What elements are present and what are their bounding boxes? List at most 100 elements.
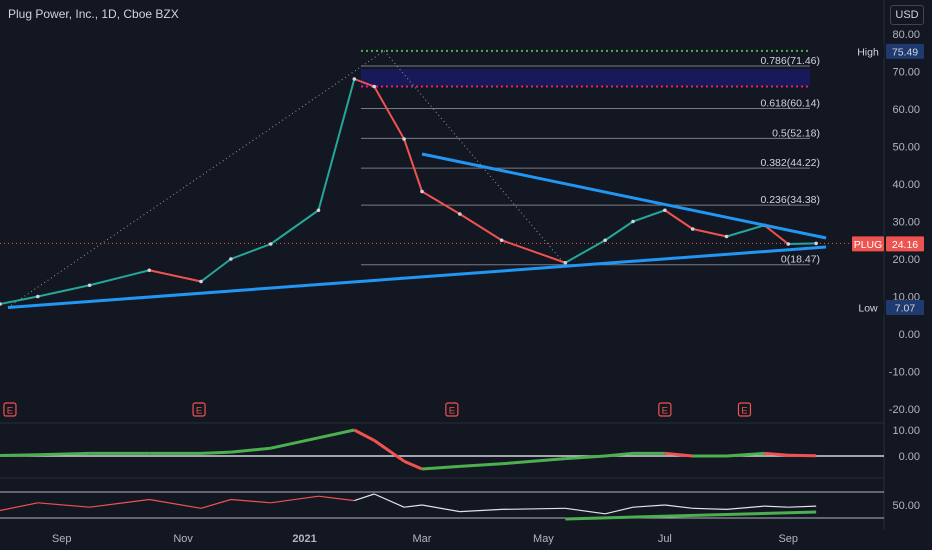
earnings-label: E bbox=[7, 406, 13, 417]
rsi-segment bbox=[354, 493, 375, 502]
low-badge-value: 7.07 bbox=[895, 303, 916, 315]
rsi-divergence-line[interactable] bbox=[565, 510, 817, 521]
price-segment bbox=[89, 269, 150, 287]
macd-segment bbox=[604, 451, 634, 458]
price-axis-tick: 60.00 bbox=[892, 104, 920, 116]
macd-segment bbox=[788, 453, 817, 458]
price-segment bbox=[403, 138, 423, 192]
fib-label: 0.786(71.46) bbox=[760, 55, 820, 67]
high-badge-value: 75.49 bbox=[892, 46, 918, 58]
price-point bbox=[402, 137, 406, 141]
low-badge-label: Low bbox=[858, 303, 878, 315]
price-segment bbox=[0, 295, 39, 305]
rsi-segment bbox=[37, 502, 90, 508]
macd-segment bbox=[373, 439, 405, 463]
price-point bbox=[372, 84, 377, 89]
rsi-segment bbox=[501, 507, 566, 510]
price-point bbox=[724, 234, 729, 239]
rsi-segment bbox=[270, 495, 319, 504]
trendline[interactable] bbox=[421, 152, 827, 240]
earnings-marker[interactable] bbox=[3, 402, 17, 417]
high-badge-label-bg bbox=[852, 43, 884, 59]
high-badge-value-bg bbox=[886, 43, 924, 59]
price-axis-tick: 0.00 bbox=[899, 329, 920, 341]
price-axis-tick: 40.00 bbox=[892, 179, 920, 191]
rsi-segment bbox=[89, 498, 150, 508]
time-axis-label: May bbox=[533, 533, 554, 545]
macd-segment bbox=[230, 446, 271, 454]
rsi-segment bbox=[632, 504, 665, 508]
fib-zone bbox=[361, 68, 810, 87]
rsi-segment bbox=[404, 504, 423, 508]
earnings-marker[interactable] bbox=[192, 402, 206, 417]
price-segment bbox=[501, 239, 566, 264]
price-segment bbox=[353, 78, 375, 88]
macd-segment bbox=[421, 464, 460, 471]
macd-segment bbox=[664, 451, 693, 458]
earnings-marker[interactable] bbox=[445, 402, 459, 417]
ticker-badge-label: PLUG bbox=[854, 239, 883, 251]
trendline[interactable] bbox=[7, 245, 827, 309]
chart-title: Plug Power, Inc., 1D, Cboe BZX bbox=[8, 7, 179, 21]
macd-segment bbox=[726, 451, 765, 458]
fib-label: 0.618(60.14) bbox=[760, 97, 820, 109]
earnings-label: E bbox=[449, 406, 455, 417]
price-point bbox=[786, 242, 791, 246]
earnings-marker[interactable] bbox=[737, 402, 752, 417]
price-point bbox=[268, 242, 273, 246]
price-segment bbox=[692, 228, 727, 238]
earnings-label: E bbox=[741, 406, 747, 417]
rsi-segment bbox=[726, 505, 765, 510]
price-axis-tick: -10.00 bbox=[889, 367, 920, 379]
rsi-segment bbox=[565, 507, 606, 515]
price-point bbox=[316, 208, 321, 213]
price-axis-tick: 70.00 bbox=[892, 67, 920, 79]
time-axis-label: Sep bbox=[52, 533, 72, 545]
currency-button[interactable]: USD bbox=[890, 5, 924, 25]
time-axis-label: Mar bbox=[413, 533, 432, 545]
price-axis-tick: 80.00 bbox=[892, 29, 920, 41]
earnings-label: E bbox=[662, 406, 668, 417]
fib-label: 0.382(44.22) bbox=[760, 157, 820, 169]
macd-segment bbox=[501, 457, 566, 466]
macd-segment bbox=[37, 451, 90, 457]
price-point bbox=[36, 294, 40, 299]
macd-axis-tick: 10.00 bbox=[892, 425, 920, 437]
fib-label: 0.5(52.18) bbox=[772, 127, 820, 139]
price-segment bbox=[459, 213, 503, 242]
macd-segment bbox=[459, 462, 502, 468]
price-segment bbox=[604, 220, 634, 242]
rsi-segment bbox=[318, 495, 355, 502]
high-badge-label: High bbox=[857, 46, 879, 58]
rsi-segment bbox=[664, 504, 693, 509]
time-axis-label: Jul bbox=[658, 533, 672, 545]
price-segment bbox=[632, 209, 666, 223]
price-point bbox=[499, 238, 504, 243]
rsi-segment bbox=[605, 506, 634, 515]
price-point bbox=[0, 302, 2, 306]
macd-segment bbox=[0, 453, 38, 457]
price-segment bbox=[317, 78, 356, 211]
price-axis-tick: 20.00 bbox=[892, 254, 920, 266]
price-point bbox=[147, 268, 152, 273]
ticker-badge-label-bg bbox=[852, 236, 884, 252]
earnings-marker[interactable] bbox=[658, 402, 672, 417]
macd-segment bbox=[318, 428, 355, 440]
price-point bbox=[229, 257, 233, 261]
price-segment bbox=[421, 190, 461, 215]
price-segment bbox=[270, 209, 320, 245]
price-segment bbox=[200, 258, 232, 283]
price-segment bbox=[373, 86, 405, 140]
time-axis-label: Nov bbox=[173, 533, 193, 545]
rsi-segment bbox=[788, 505, 817, 508]
price-point bbox=[663, 208, 667, 213]
macd-segment bbox=[200, 450, 231, 455]
macd-segment bbox=[403, 459, 423, 471]
price-segment bbox=[664, 209, 694, 230]
rsi-segment bbox=[200, 498, 232, 509]
macd-segment bbox=[270, 436, 319, 450]
macd-segment bbox=[764, 451, 789, 457]
rsi-segment bbox=[764, 505, 789, 508]
fib-guide-line bbox=[383, 50, 566, 266]
